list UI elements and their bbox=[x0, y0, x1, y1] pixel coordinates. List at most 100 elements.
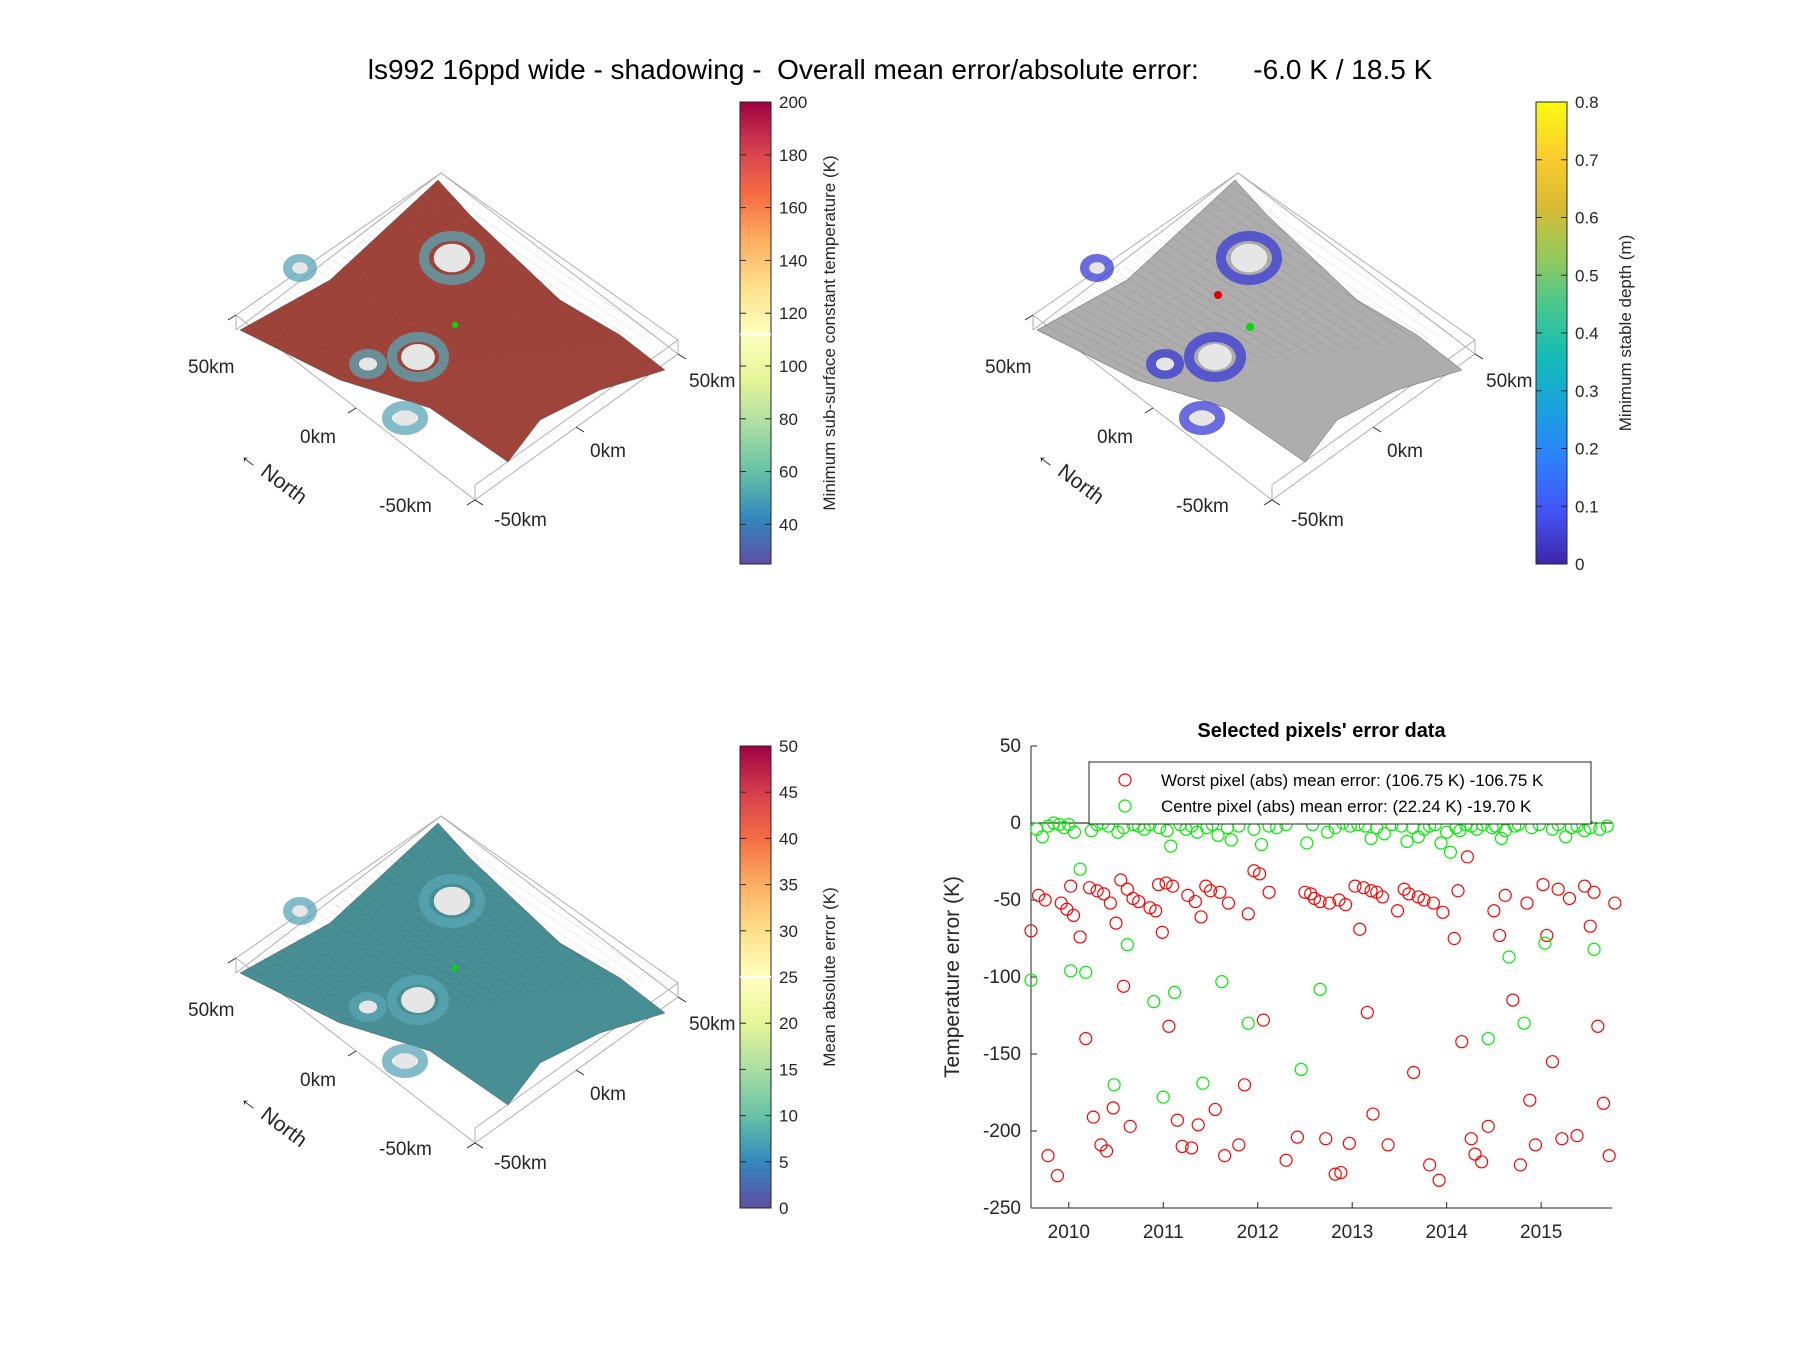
data-point bbox=[1313, 894, 1327, 909]
mesh-line bbox=[404, 206, 610, 344]
colorbar-tick-label: 0.8 bbox=[1575, 93, 1599, 112]
data-point bbox=[1067, 825, 1082, 839]
mesh-line bbox=[1186, 217, 1384, 347]
data-point bbox=[1443, 845, 1458, 859]
tick bbox=[1372, 426, 1382, 433]
colorbar-tick-label: 100 bbox=[779, 357, 807, 376]
centre-pixel-marker bbox=[452, 322, 458, 328]
data-point bbox=[1241, 907, 1255, 921]
data-point bbox=[1050, 1169, 1065, 1183]
colorbar-tick-label: 160 bbox=[779, 199, 807, 218]
centre-pixel-marker bbox=[1246, 323, 1254, 331]
data-point bbox=[1360, 1005, 1374, 1020]
colorbar-tick-label: 120 bbox=[779, 304, 807, 323]
data-point bbox=[1494, 831, 1509, 846]
y-tick-label: -100 bbox=[983, 967, 1021, 988]
data-point bbox=[1109, 916, 1123, 930]
mesh-line bbox=[1215, 195, 1431, 341]
data-point bbox=[1313, 982, 1327, 996]
data-point bbox=[1199, 879, 1213, 893]
data-point bbox=[1079, 965, 1093, 979]
colorbar-tick-label: 0.7 bbox=[1575, 151, 1599, 170]
mesh-line bbox=[311, 919, 458, 1008]
data-point bbox=[1031, 888, 1046, 902]
y-tick-label: -250 bbox=[983, 1198, 1021, 1219]
crater-rim bbox=[1146, 349, 1184, 379]
tick bbox=[227, 314, 237, 321]
mesh-line bbox=[1165, 233, 1349, 352]
data-point bbox=[1196, 1076, 1210, 1090]
mesh-line bbox=[382, 222, 575, 349]
tick bbox=[1271, 499, 1281, 506]
data-point bbox=[1162, 1019, 1176, 1033]
colorbar-tick-label: 30 bbox=[779, 922, 798, 941]
data-point bbox=[1116, 979, 1131, 993]
tick bbox=[466, 499, 476, 506]
mesh-line bbox=[325, 908, 481, 1004]
y-axis-label: Temperature error (K) bbox=[941, 876, 964, 1078]
data-point bbox=[1475, 1155, 1489, 1169]
mesh-line bbox=[1051, 319, 1161, 378]
data-point bbox=[1211, 828, 1225, 842]
colorbar-tick-label: 50 bbox=[779, 737, 798, 756]
data-point bbox=[1160, 824, 1174, 838]
mesh-line bbox=[396, 211, 598, 345]
axis-tick-label: -50km bbox=[494, 1153, 547, 1174]
data-point bbox=[1348, 879, 1362, 893]
mesh-line bbox=[289, 292, 423, 370]
axis-tick-label: 0km bbox=[300, 427, 336, 448]
data-point bbox=[1328, 1167, 1342, 1181]
crater-floor bbox=[1155, 357, 1175, 371]
data-point bbox=[1213, 885, 1227, 899]
data-point bbox=[1290, 1130, 1305, 1144]
data-point bbox=[1064, 964, 1078, 978]
data-point bbox=[1540, 928, 1554, 943]
data-point bbox=[1215, 975, 1229, 989]
mesh-line bbox=[389, 860, 587, 990]
data-point bbox=[1079, 1031, 1093, 1046]
mesh-line bbox=[1179, 222, 1372, 349]
data-point bbox=[1188, 894, 1202, 909]
mesh-line bbox=[1086, 292, 1220, 370]
surface-terrain bbox=[1036, 179, 1463, 463]
crater-rim bbox=[349, 992, 387, 1022]
colorbar-tick-label: 0 bbox=[1575, 555, 1584, 574]
tick bbox=[1474, 353, 1484, 360]
axis-tick-label: 0km bbox=[590, 1084, 626, 1105]
mesh-line bbox=[247, 324, 352, 379]
crater-rim bbox=[283, 254, 317, 282]
mesh-line bbox=[354, 244, 528, 355]
mesh-line bbox=[239, 329, 341, 381]
mesh-line bbox=[1036, 329, 1138, 381]
colorbar: 40 60 80 100 120 140 160 180 200 Minimum sub-surf… bbox=[739, 93, 839, 565]
legend-marker bbox=[1118, 799, 1132, 813]
data-point bbox=[1218, 1149, 1232, 1163]
mesh-line bbox=[375, 227, 563, 350]
tick bbox=[677, 353, 687, 360]
y-tick-label: 0 bbox=[1010, 813, 1021, 834]
data-point bbox=[1164, 839, 1178, 853]
surface-terrain bbox=[239, 179, 666, 463]
colorbar-tick-label: 80 bbox=[779, 410, 798, 429]
data-point bbox=[1256, 1013, 1271, 1027]
data-point bbox=[1155, 925, 1169, 939]
data-point bbox=[1082, 881, 1097, 895]
crater-rim bbox=[382, 1044, 428, 1078]
mesh-line bbox=[361, 238, 540, 353]
data-point bbox=[1298, 885, 1312, 899]
axis-tick-label: -50km bbox=[1176, 496, 1229, 517]
data-point bbox=[1064, 879, 1078, 893]
data-point bbox=[1321, 825, 1335, 839]
colorbar-tick-label: 20 bbox=[779, 1014, 798, 1033]
colorbar: 0 0.1 0.2 0.3 0.4 0.5 0.6 0.7 0.8 Minimum stable … bbox=[1535, 93, 1635, 574]
data-point bbox=[1481, 1119, 1495, 1133]
crater-floor bbox=[401, 987, 435, 1013]
data-point bbox=[1120, 938, 1134, 952]
north-label: ← North bbox=[1032, 444, 1108, 509]
axis-tick-label: 0km bbox=[1387, 441, 1423, 462]
surface-mesh bbox=[239, 185, 657, 381]
crater-rim bbox=[1184, 332, 1246, 382]
colorbar-tick-label: 15 bbox=[779, 1060, 798, 1079]
data-point bbox=[1517, 1016, 1531, 1030]
crater-rim bbox=[1179, 401, 1225, 435]
